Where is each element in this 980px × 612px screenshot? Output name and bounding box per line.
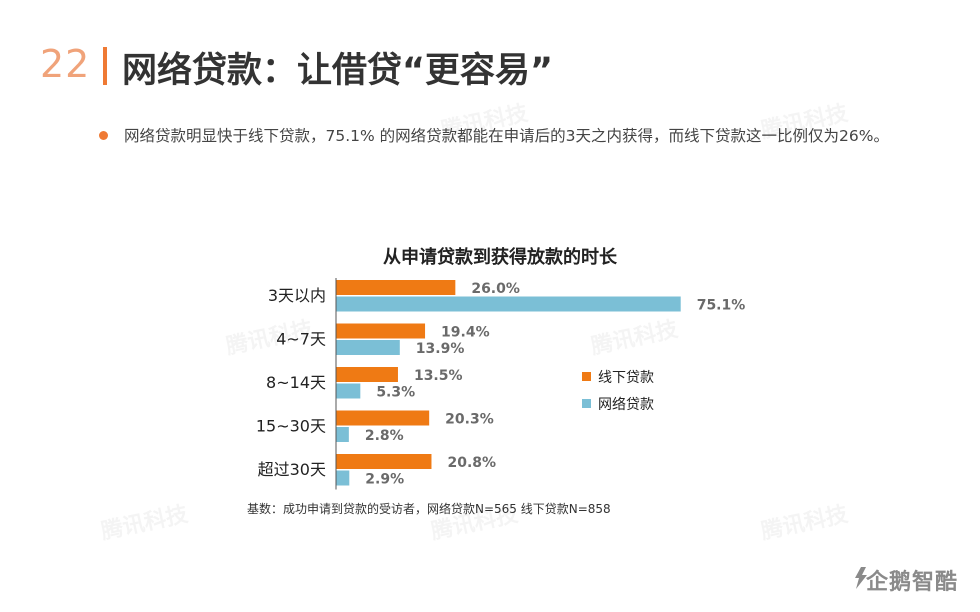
category-label: 4~7天: [276, 330, 326, 349]
category-label: 超过30天: [258, 460, 326, 479]
data-label: 5.3%: [376, 385, 415, 401]
category-label: 15~30天: [256, 417, 326, 436]
data-label: 20.8%: [447, 455, 496, 471]
legend-label: 线下贷款: [598, 370, 654, 386]
bar-offline: [336, 323, 426, 339]
bullet-icon: [99, 131, 108, 140]
data-label: 13.9%: [416, 341, 465, 357]
bar-online: [336, 470, 350, 486]
category-label: 3天以内: [268, 286, 326, 305]
bar-offline: [336, 454, 432, 469]
brand-logo: 企鹅智酷: [866, 570, 959, 595]
penguin-logo-icon: [855, 567, 867, 589]
data-label: 19.4%: [441, 325, 490, 341]
data-label: 26.0%: [471, 281, 520, 297]
bar-offline: [336, 410, 430, 426]
footnote: 基数：成功申请到贷款的受访者，网络贷款N=565 线下贷款N=858: [247, 502, 611, 516]
bar-online: [336, 427, 349, 442]
bullet-text: 网络贷款明显快于线下贷款，75.1% 的网络贷款都能在申请后的3天之内获得，而线…: [124, 127, 889, 145]
chart-title: 从申请贷款到获得放款的时长: [383, 247, 617, 268]
category-label: 8~14天: [266, 373, 326, 392]
data-label: 13.5%: [414, 368, 463, 384]
bar-online: [336, 340, 400, 355]
data-label: 2.8%: [365, 428, 404, 444]
legend-label: 网络贷款: [598, 397, 654, 413]
page-number: 22: [40, 42, 91, 86]
bar-online: [336, 383, 361, 399]
bar-offline: [336, 367, 398, 382]
bar-online: [336, 296, 681, 312]
title-divider: [103, 47, 107, 85]
page-title: 网络贷款：让借贷“更容易”: [122, 51, 554, 91]
data-label: 2.9%: [365, 472, 404, 488]
legend-swatch: [582, 399, 591, 408]
data-label: 20.3%: [445, 412, 494, 428]
legend-swatch: [582, 372, 591, 381]
bar-offline: [336, 280, 456, 295]
data-label: 75.1%: [697, 298, 746, 314]
